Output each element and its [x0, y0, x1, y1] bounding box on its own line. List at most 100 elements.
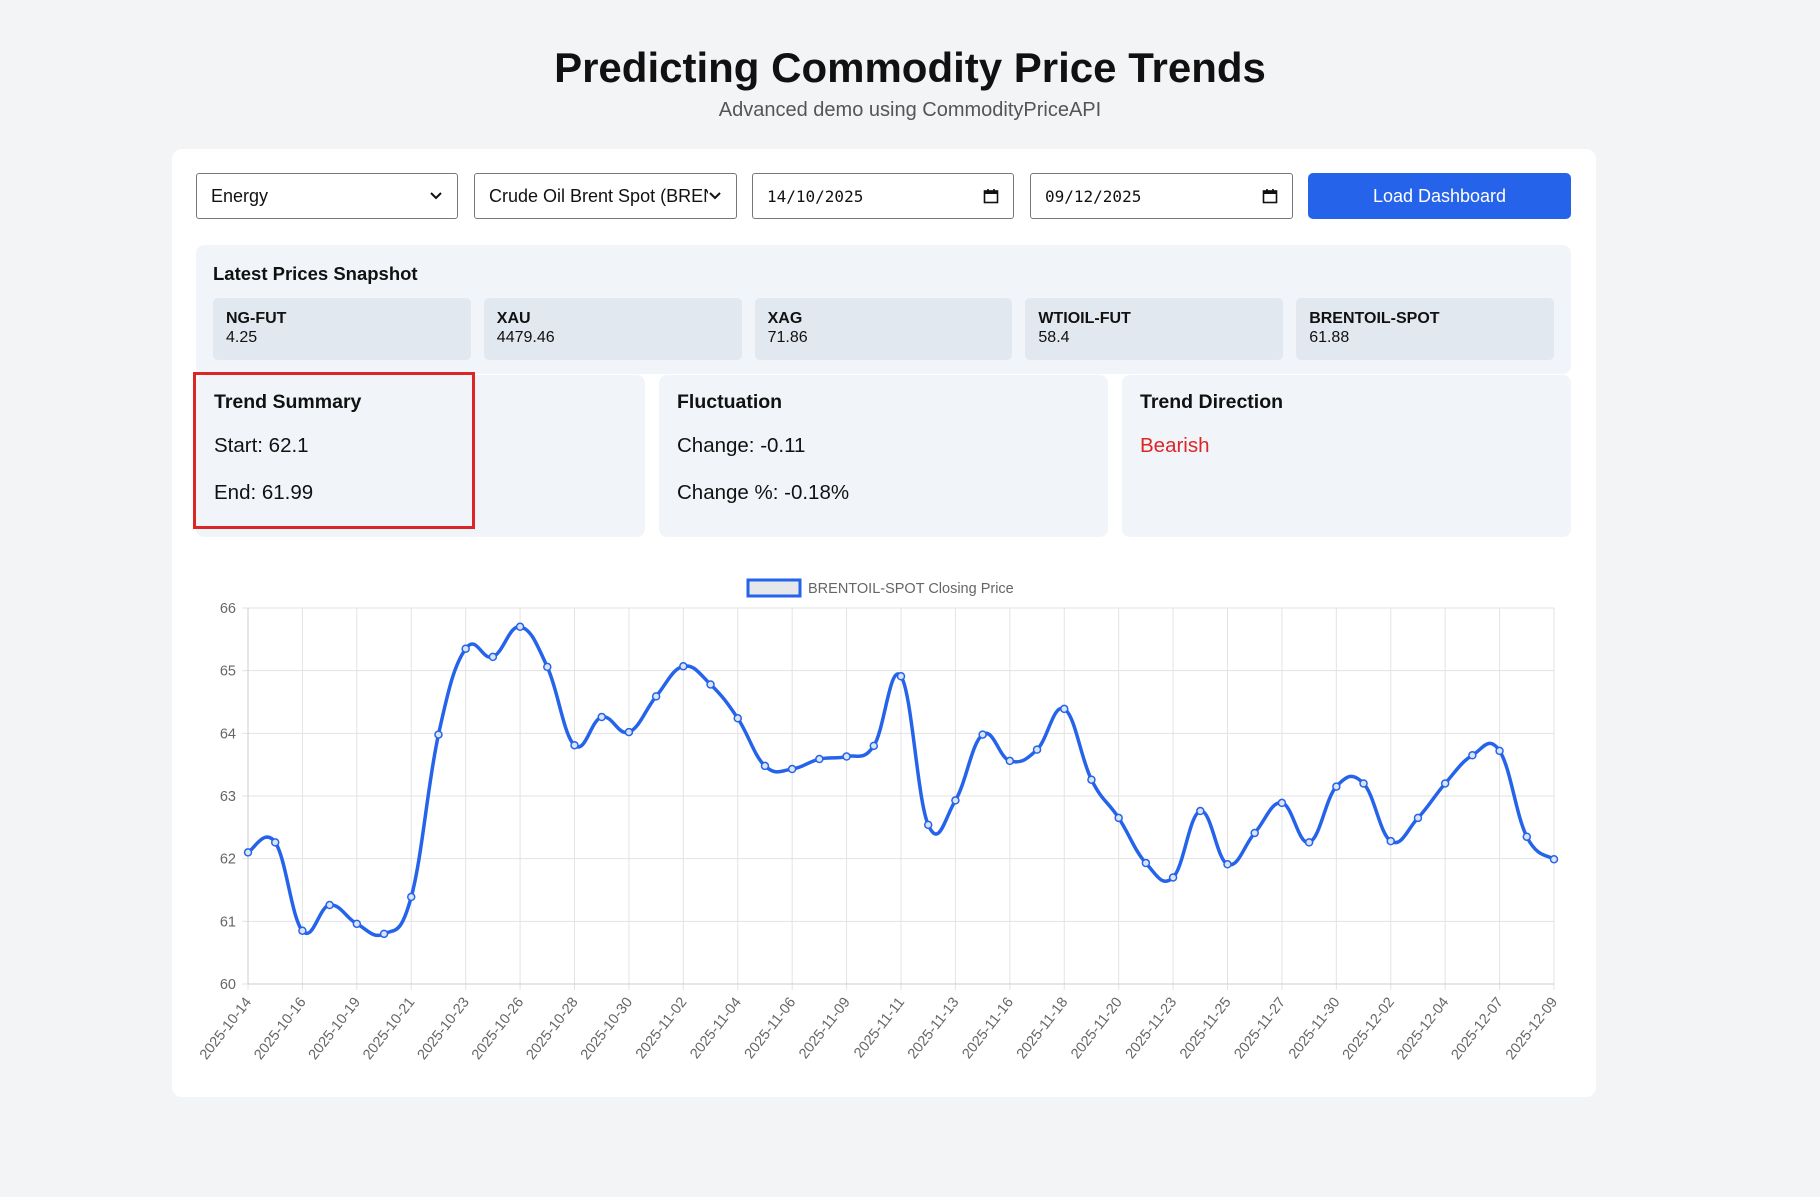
x-tick-label: 2025-11-11	[851, 995, 908, 1062]
data-point	[1141, 858, 1151, 868]
data-point	[1386, 836, 1395, 846]
data-point	[1522, 832, 1532, 841]
data-point	[1468, 751, 1477, 760]
data-point	[923, 820, 933, 830]
stat-card: Trend Direction Bearish	[1122, 375, 1571, 537]
y-tick-label: 63	[220, 789, 236, 805]
data-point	[597, 712, 606, 722]
x-tick-label: 2025-11-27	[1231, 995, 1289, 1062]
data-point	[434, 730, 443, 739]
data-point	[1332, 782, 1341, 791]
x-tick-label: 2025-11-02	[633, 995, 691, 1062]
subtitle: Advanced demo using CommodityPriceAPI	[718, 99, 1102, 121]
card-title: Trend Summary	[214, 391, 362, 413]
data-point	[624, 727, 634, 737]
symbol: WTIOIL-FUT	[1038, 310, 1131, 327]
price: 58.4	[1038, 329, 1070, 346]
card-title: Trend Direction	[1140, 391, 1284, 413]
data-point	[352, 919, 362, 929]
chevron	[430, 192, 442, 200]
x-tick-label: 2025-12-09	[1503, 995, 1561, 1063]
data-point	[570, 740, 579, 750]
data-point	[1440, 779, 1450, 788]
x-tick-label: 2025-10-14	[197, 995, 255, 1063]
select-value: Energy	[211, 185, 269, 206]
commodity-select[interactable]: Crude Oil Brent Spot (BREN	[474, 173, 737, 219]
data-point	[842, 752, 851, 761]
x-tick-label: 2025-11-20	[1068, 995, 1126, 1062]
price: 71.86	[767, 329, 808, 346]
stat-card: Fluctuation Change: -0.11 Change %: -0.18%	[659, 375, 1108, 537]
x-tick-label: 2025-10-19	[306, 995, 364, 1063]
data-point	[1223, 860, 1232, 869]
data-point	[869, 741, 879, 751]
chevron	[709, 192, 721, 200]
data-point	[1277, 798, 1287, 808]
data-point	[270, 838, 280, 847]
x-tick-label: 2025-10-28	[523, 995, 581, 1063]
x-tick-label: 2025-12-04	[1394, 995, 1452, 1063]
data-point	[951, 796, 960, 805]
data-point	[1196, 806, 1205, 816]
legend-swatch	[746, 578, 802, 598]
end-date[interactable]: 09/12/2025	[1030, 173, 1293, 219]
price: 4479.46	[496, 329, 555, 346]
card-title: Fluctuation	[677, 391, 783, 413]
data-point	[1250, 828, 1259, 838]
y-tick-label: 61	[220, 914, 236, 930]
x-tick-label: 2025-12-07	[1448, 995, 1506, 1063]
page-title: Predicting Commodity Price Trends	[554, 44, 1266, 91]
load-button[interactable]: Load Dashboard	[1308, 173, 1571, 219]
stat-card: Trend Summary Start: 62.1 End: 61.99	[196, 375, 645, 537]
select-value: Crude Oil Brent Spot (BREN	[489, 185, 708, 206]
start-date[interactable]: 14/10/2025	[752, 173, 1014, 219]
y-tick-label: 62	[220, 852, 236, 868]
data-point	[815, 754, 824, 764]
data-point	[543, 662, 552, 672]
y-tick-label: 65	[220, 664, 236, 680]
snapshot-item: XAG 71.86	[754, 298, 1013, 360]
symbol: XAU	[496, 310, 531, 327]
card-line: Change %: -0.18%	[677, 481, 850, 504]
card-line: Bearish	[1140, 434, 1210, 457]
card-line: Change: -0.11	[677, 434, 806, 457]
data-point	[1495, 746, 1504, 756]
y-tick-label: 60	[220, 977, 236, 993]
data-point	[1060, 704, 1069, 714]
x-tick-label: 2025-11-30	[1286, 995, 1344, 1062]
x-tick-label: 2025-11-13	[905, 995, 963, 1062]
x-tick-label: 2025-10-21	[360, 995, 418, 1063]
data-point	[1168, 873, 1178, 882]
symbol: XAG	[767, 310, 803, 327]
data-point	[896, 672, 906, 681]
snapshot-items: NG-FUT 4.25 XAU 4479.46 XAG 71.86 WTIOIL-FUT 58…	[213, 298, 1554, 360]
data-point	[243, 848, 253, 857]
category-select[interactable]: Energy	[196, 173, 458, 219]
calendar-icon	[1262, 189, 1278, 204]
x-tick-label: 2025-11-09	[796, 995, 854, 1062]
snapshot-item: BRENTOIL-SPOT 61.88	[1296, 298, 1554, 360]
card-line: End: 61.99	[214, 481, 314, 504]
y-tick-label: 66	[220, 601, 236, 617]
data-point	[1413, 813, 1423, 823]
x-tick-label: 2025-11-16	[959, 995, 1017, 1062]
date-value: 09/12/2025	[1045, 186, 1142, 206]
x-tick-label: 2025-11-04	[687, 995, 745, 1062]
symbol: BRENTOIL-SPOT	[1309, 310, 1440, 327]
data-point	[298, 926, 307, 935]
date-value: 14/10/2025	[767, 186, 864, 206]
data-point	[407, 892, 416, 902]
snapshot-title: Latest Prices Snapshot	[213, 263, 418, 284]
x-tick-label: 2025-10-30	[578, 995, 636, 1063]
data-point	[1359, 779, 1368, 788]
legend-label: BRENTOIL-SPOT Closing Price	[808, 581, 1014, 597]
data-point	[1549, 855, 1559, 864]
data-point	[787, 764, 797, 774]
symbol: NG-FUT	[226, 310, 287, 327]
x-tick-label: 2025-11-23	[1123, 995, 1181, 1062]
x-tick-label: 2025-10-23	[415, 995, 473, 1063]
data-point	[325, 900, 334, 910]
data-point	[1032, 745, 1042, 754]
snapshot-item: WTIOIL-FUT 58.4	[1025, 298, 1284, 360]
snapshot-panel: Latest Prices Snapshot NG-FUT 4.25 XAU 4479…	[196, 245, 1571, 374]
